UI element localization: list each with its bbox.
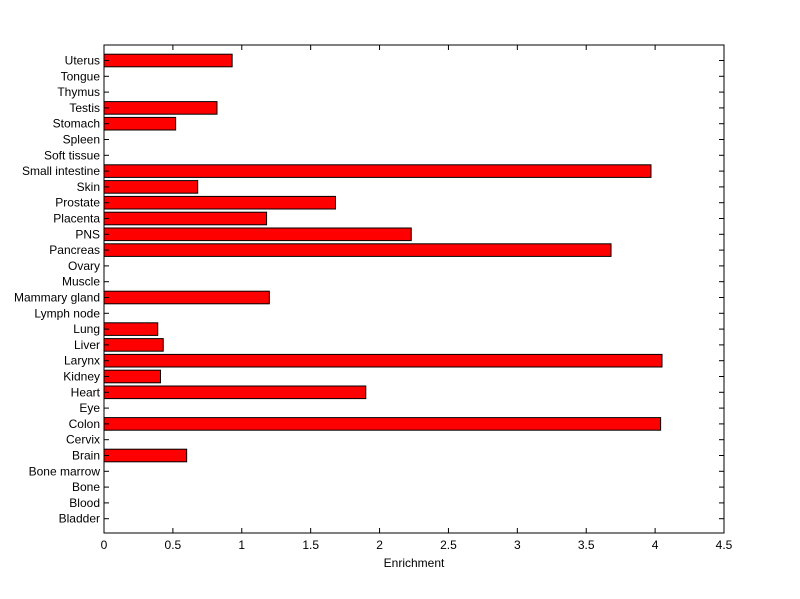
bar-testis [103, 101, 218, 115]
y-tick-label: Thymus [57, 85, 100, 99]
y-tick-label: Mammary gland [14, 291, 100, 305]
bar-uterus [103, 53, 233, 68]
x-tick-label: 1 [238, 538, 245, 552]
x-tick-label: 4 [652, 538, 659, 552]
y-tick-label: Placenta [53, 212, 100, 226]
x-tick-label: 0.5 [165, 538, 182, 552]
y-tick-label: Pancreas [49, 243, 100, 257]
x-tick-label: 4.5 [716, 538, 733, 552]
x-tick-label: 3 [514, 538, 521, 552]
y-tick-label: Muscle [62, 275, 100, 289]
y-tick-label: Kidney [63, 370, 100, 384]
y-tick-label: Bone [72, 480, 100, 494]
y-tick-label: Bladder [59, 512, 100, 526]
x-tick-label: 2.5 [440, 538, 457, 552]
x-tick-label: 3.5 [578, 538, 595, 552]
y-tick-label: Liver [74, 338, 100, 352]
bar-larynx [103, 353, 663, 368]
y-tick-label: Uterus [65, 54, 100, 68]
bar-lung [103, 322, 159, 336]
y-tick-label: Stomach [53, 117, 100, 131]
y-tick-label: Colon [69, 417, 100, 431]
y-tick-label: Testis [69, 101, 100, 115]
bar-small-intestine [103, 164, 652, 178]
y-tick-label: Brain [72, 449, 100, 463]
bar-pancreas [103, 243, 612, 257]
x-tick-label: 1.5 [302, 538, 319, 552]
x-tick-label: 0 [101, 538, 108, 552]
y-tick-label: Small intestine [22, 164, 100, 178]
bar-skin [103, 180, 199, 194]
x-tick-label: 2 [376, 538, 383, 552]
y-tick-label: Bone marrow [29, 464, 101, 478]
y-tick-label: Ovary [68, 259, 100, 273]
y-tick-label: Cervix [66, 433, 100, 447]
bar-pns [103, 227, 412, 242]
y-tick-label: Heart [71, 385, 101, 399]
bar-prostate [103, 195, 336, 210]
bar-heart [103, 385, 367, 400]
bars-layer [103, 53, 663, 463]
y-tick-label: Soft tissue [44, 148, 100, 162]
x-axis-label: Enrichment [384, 556, 445, 570]
y-tick-label: Prostate [55, 196, 100, 210]
bar-stomach [103, 116, 177, 131]
y-tick-label: Larynx [64, 354, 100, 368]
bar-kidney [103, 369, 161, 384]
y-tick-label: Skin [77, 180, 100, 194]
bar-liver [103, 338, 164, 352]
bar-mammary-gland [103, 290, 270, 305]
y-tick-label: Tongue [61, 69, 101, 83]
bar-brain [103, 448, 188, 463]
y-tick-label: PNS [75, 227, 100, 241]
bar-colon [103, 417, 662, 431]
plot-area-frame [103, 44, 725, 534]
bar-placenta [103, 211, 268, 226]
y-tick-label: Spleen [63, 133, 100, 147]
x-tick-labels: 0 0.5 1 1.5 2 2.5 3 3.5 4 4.5 [101, 538, 733, 552]
y-tick-label: Blood [69, 496, 100, 510]
y-tick-label: Lung [73, 322, 100, 336]
y-tick-label: Lymph node [34, 306, 100, 320]
y-tick-label: Eye [79, 401, 100, 415]
ticks-layer [103, 45, 725, 533]
